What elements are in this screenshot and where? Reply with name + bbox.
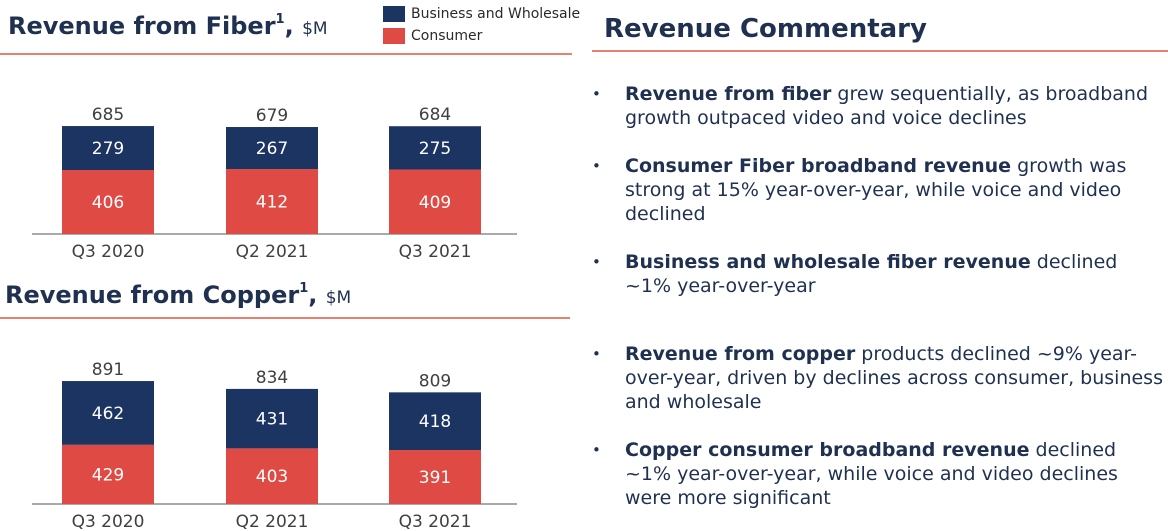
bar-label-consumer-0: 406 — [92, 193, 124, 213]
legend-label-business: Business and Wholesale — [411, 6, 581, 22]
fiber-chart-title: Revenue from Fiber1, $M — [8, 12, 328, 40]
bar-label-consumer-2: 391 — [419, 468, 451, 488]
commentary-title: Revenue Commentary — [604, 14, 927, 44]
bar-business-0 — [62, 381, 154, 445]
bar-consumer-0 — [62, 170, 154, 234]
copper-title-comma: , — [308, 281, 318, 309]
copper-revenue-chart: 429 462 891 Q3 2020 403 431 834 Q2 2021 391 418 80… — [32, 360, 517, 531]
category-label-1: Q2 2021 — [236, 512, 309, 531]
category-label-1: Q2 2021 — [236, 242, 309, 262]
bar-label-consumer-1: 412 — [256, 193, 288, 213]
total-label-1: 679 — [256, 106, 288, 126]
bullet-dot: • — [592, 441, 601, 459]
bullet-dot: • — [592, 253, 601, 271]
copper-title-rule — [0, 317, 570, 319]
copper-title-footnote: 1 — [299, 281, 309, 296]
bullet-bold-text: Revenue from copper — [625, 343, 856, 365]
legend-item-consumer: Consumer — [383, 25, 580, 47]
commentary-bullet: • Consumer Fiber broadband revenue growth… — [592, 154, 1165, 226]
total-label-2: 684 — [419, 105, 451, 125]
legend-swatch-business — [383, 6, 405, 22]
commentary-bullet: • Revenue from fiber grew sequentially, a… — [592, 82, 1165, 130]
bar-label-business-0: 462 — [92, 404, 124, 424]
bar-label-business-1: 267 — [256, 139, 288, 159]
category-label-2: Q3 2021 — [399, 512, 472, 531]
bullet-bold-text: Copper consumer broadband revenue — [625, 439, 1030, 461]
fiber-title-comma: , — [284, 12, 294, 40]
commentary-bullet: • Business and wholesale fiber revenue de… — [592, 250, 1165, 298]
bar-label-business-0: 279 — [92, 139, 124, 159]
bar-label-business-1: 431 — [256, 410, 288, 430]
category-label-2: Q3 2021 — [399, 242, 472, 262]
bar-consumer-1 — [226, 169, 318, 234]
bullet-dot: • — [592, 345, 601, 363]
bullet-bold-text: Consumer Fiber broadband revenue — [625, 155, 1012, 177]
category-label-0: Q3 2020 — [72, 242, 145, 262]
total-label-0: 685 — [92, 105, 124, 125]
bullet-bold-text: Business and wholesale fiber revenue — [625, 251, 1031, 273]
total-label-2: 809 — [419, 371, 451, 391]
bullet-text: declined ~1% year-over-year — [625, 251, 1118, 297]
fiber-title-footnote: 1 — [275, 12, 285, 27]
bar-consumer-1 — [226, 448, 318, 504]
bullet-dot: • — [592, 157, 601, 175]
bar-business-1 — [226, 388, 318, 449]
bar-business-0 — [62, 126, 154, 171]
bar-label-consumer-0: 429 — [92, 465, 124, 485]
legend-item-business: Business and Wholesale — [383, 3, 580, 25]
bar-label-business-2: 418 — [419, 412, 451, 432]
copper-title-unit: $M — [325, 288, 352, 308]
total-label-0: 891 — [92, 360, 124, 380]
commentary-bullet: • Copper consumer broadband revenue decli… — [592, 438, 1165, 510]
commentary-title-rule — [592, 50, 1168, 52]
commentary-bullet: • Revenue from copper products declined ~… — [592, 342, 1165, 414]
fiber-title-unit: $M — [302, 19, 328, 39]
bar-consumer-0 — [62, 444, 154, 504]
legend-label-consumer: Consumer — [411, 28, 483, 44]
bar-business-2 — [389, 126, 481, 170]
copper-title-text: Revenue from Copper — [5, 281, 300, 309]
copper-chart-title: Revenue from Copper1, $M — [5, 281, 351, 309]
bullet-text: growth was strong at 15% year-over-year,… — [625, 155, 1127, 225]
bullet-dot: • — [592, 85, 601, 103]
bar-label-consumer-2: 409 — [419, 193, 451, 213]
bullet-text: products declined ~9% year-over-year, dr… — [625, 343, 1163, 413]
legend-swatch-consumer — [383, 28, 405, 44]
fiber-title-text: Revenue from Fiber — [8, 12, 276, 40]
bar-label-consumer-1: 403 — [256, 467, 288, 487]
bar-consumer-2 — [389, 450, 481, 504]
bar-business-2 — [389, 392, 481, 451]
bullet-text: declined ~1% year-over-year, while voice… — [625, 439, 1118, 509]
bullet-bold-text: Revenue from fiber — [625, 83, 832, 105]
bar-consumer-2 — [389, 169, 481, 234]
bullet-text: grew sequentially, as broadband growth o… — [625, 83, 1148, 129]
bar-label-business-2: 275 — [419, 139, 451, 159]
chart-legend: Business and Wholesale Consumer — [383, 3, 580, 47]
total-label-1: 834 — [256, 368, 288, 388]
bar-business-1 — [226, 127, 318, 170]
category-label-0: Q3 2020 — [72, 512, 145, 531]
fiber-revenue-chart: 406 279 685 Q3 2020 412 267 679 Q2 2021 409 275 68… — [32, 105, 517, 262]
fiber-title-rule — [0, 53, 572, 55]
